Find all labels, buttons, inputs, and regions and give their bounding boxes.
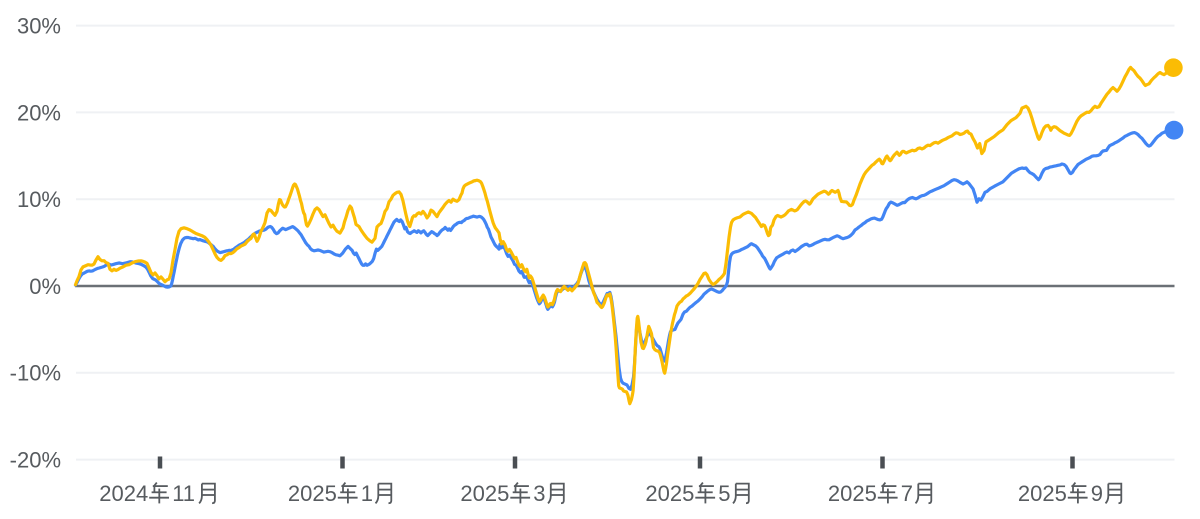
svg-text:10%: 10% (17, 187, 61, 212)
svg-text:11: 11 (172, 481, 195, 506)
svg-text:0%: 0% (29, 274, 61, 299)
svg-text:1: 1 (361, 481, 373, 506)
svg-text:30%: 30% (17, 14, 61, 39)
svg-text:9: 9 (1091, 481, 1103, 506)
svg-text:2025: 2025 (828, 481, 877, 506)
svg-text:-10%: -10% (10, 361, 61, 386)
svg-text:2025: 2025 (645, 481, 694, 506)
svg-text:2025: 2025 (1018, 481, 1067, 506)
svg-text:-20%: -20% (10, 448, 61, 473)
svg-text:7: 7 (901, 481, 913, 506)
svg-text:20%: 20% (17, 100, 61, 125)
svg-text:2025: 2025 (288, 481, 337, 506)
svg-text:3: 3 (533, 481, 545, 506)
svg-text:2025: 2025 (460, 481, 509, 506)
svg-text:2024: 2024 (99, 481, 148, 506)
svg-text:5: 5 (718, 481, 730, 506)
